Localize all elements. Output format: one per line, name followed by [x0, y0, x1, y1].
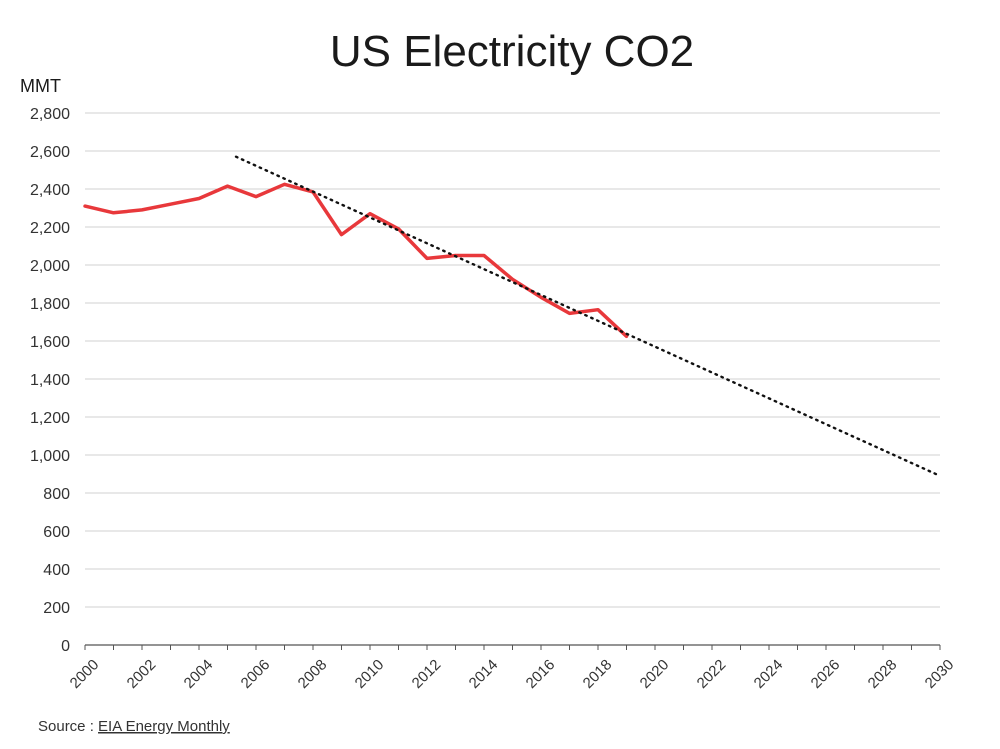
gridlines [85, 112, 940, 608]
x-tick-label: 2000 [67, 656, 103, 692]
series-group [83, 155, 942, 478]
y-axis-label: MMT [20, 76, 61, 96]
x-tick-label: 2018 [580, 656, 616, 692]
x-tick-label: 2024 [751, 656, 787, 692]
y-tick-label: 1,400 [30, 372, 70, 389]
y-tick-label: 0 [61, 638, 70, 655]
y-tick-label: 2,000 [30, 258, 70, 275]
x-tick-label: 2006 [238, 656, 274, 692]
y-tick-label: 1,000 [30, 448, 70, 465]
y-tick-label: 400 [43, 562, 70, 579]
y-tick-label: 1,800 [30, 296, 70, 313]
y-tick-label: 2,600 [30, 144, 70, 161]
y-tick-label: 200 [43, 600, 70, 617]
data-line [83, 182, 629, 339]
y-tick-label: 2,400 [30, 182, 70, 199]
x-tick-label: 2004 [181, 656, 217, 692]
y-axis-ticks: 0 200 400 600 800 1,000 1,200 1,400 1,600 1,800 2,… [30, 106, 70, 655]
x-tick-label: 2020 [637, 656, 673, 692]
y-tick-label: 2,800 [30, 106, 70, 123]
source-note: Source : EIA Energy Monthly [38, 718, 230, 735]
x-tick-label: 2022 [694, 656, 730, 692]
y-tick-label: 2,200 [30, 220, 70, 237]
x-tick-label: 2010 [352, 656, 388, 692]
y-tick-label: 1,200 [30, 410, 70, 427]
x-tick-label: 2030 [922, 656, 958, 692]
source-link[interactable]: EIA Energy Monthly [98, 718, 230, 735]
y-tick-label: 1,600 [30, 334, 70, 351]
y-tick-label: 600 [43, 524, 70, 541]
x-tick-label: 2016 [523, 656, 559, 692]
source-prefix: Source : [38, 718, 94, 735]
x-tick-label: 2026 [808, 656, 844, 692]
x-tick-label: 2002 [124, 656, 160, 692]
y-tick-label: 800 [43, 486, 70, 503]
x-tick-label: 2008 [295, 656, 331, 692]
x-tick-label: 2012 [409, 656, 445, 692]
x-axis-ticks: 2000 2002 2004 2006 2008 2010 2012 2014 2016 2018… [67, 645, 958, 692]
chart-title: US Electricity CO2 [330, 27, 694, 76]
trend-line [234, 155, 942, 478]
x-tick-label: 2014 [466, 656, 502, 692]
x-tick-label: 2028 [865, 656, 901, 692]
